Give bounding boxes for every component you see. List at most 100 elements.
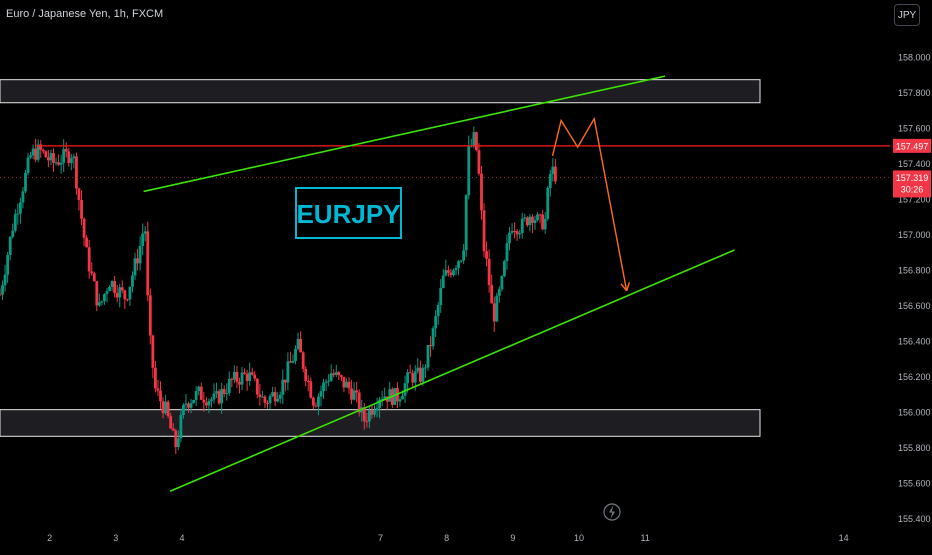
candle-body bbox=[518, 233, 522, 235]
x-tick-label: 10 bbox=[574, 533, 584, 543]
currency-button[interactable]: JPY bbox=[894, 4, 920, 26]
y-tick-label: 155.800 bbox=[898, 443, 931, 453]
candle-body bbox=[62, 148, 66, 163]
candle-body bbox=[553, 166, 557, 182]
candle-body bbox=[258, 394, 262, 398]
candle-body bbox=[314, 405, 318, 407]
candle-body bbox=[286, 361, 290, 383]
candle-body bbox=[446, 270, 450, 273]
candle-body bbox=[156, 388, 160, 391]
x-tick-label: 9 bbox=[510, 533, 515, 543]
candle-body bbox=[375, 408, 379, 411]
candle-body bbox=[174, 430, 178, 447]
candle-body bbox=[472, 132, 476, 146]
candle-body bbox=[69, 158, 73, 164]
candle-body bbox=[452, 270, 455, 276]
candle-body bbox=[533, 220, 537, 224]
candle-body bbox=[541, 214, 545, 230]
candle-body bbox=[176, 438, 180, 447]
candle-body bbox=[403, 383, 407, 396]
candle-body bbox=[210, 399, 213, 401]
candle-body bbox=[357, 392, 361, 413]
chart-title: EURJPY bbox=[296, 199, 400, 229]
candle-body bbox=[495, 295, 499, 322]
candle-body bbox=[444, 270, 448, 276]
candle-body bbox=[319, 391, 323, 397]
candle-body bbox=[184, 403, 188, 406]
candle-body bbox=[510, 230, 514, 233]
candle-body bbox=[482, 210, 486, 252]
candle-body bbox=[194, 390, 198, 400]
candle-body bbox=[49, 153, 53, 161]
upper-channel bbox=[143, 75, 666, 193]
candle-body bbox=[31, 148, 35, 156]
candle-body bbox=[380, 398, 384, 400]
y-tick-label: 156.800 bbox=[898, 266, 931, 276]
y-tick-label: 156.000 bbox=[898, 407, 931, 417]
candle-body bbox=[546, 187, 550, 219]
candle-body bbox=[171, 428, 175, 431]
candle-body bbox=[449, 272, 453, 276]
candle-body bbox=[413, 371, 417, 383]
candle-body bbox=[301, 352, 305, 369]
candle-body bbox=[243, 372, 246, 374]
candle-body bbox=[72, 156, 76, 159]
candle-body bbox=[189, 403, 193, 408]
candle-body bbox=[192, 399, 196, 404]
candle-body bbox=[154, 367, 157, 389]
candle-body bbox=[304, 368, 308, 381]
candle-body bbox=[18, 202, 22, 214]
candle-body bbox=[34, 148, 38, 160]
candle-body bbox=[322, 382, 325, 392]
candle-body bbox=[492, 303, 496, 322]
candle-body bbox=[317, 396, 320, 407]
candle-body bbox=[306, 380, 310, 382]
candle-body bbox=[485, 251, 488, 259]
candle-body bbox=[271, 392, 274, 397]
candle-body bbox=[416, 367, 420, 372]
projection-path bbox=[551, 116, 628, 291]
candle-body bbox=[513, 230, 517, 232]
candle-body bbox=[487, 258, 491, 286]
candle-body bbox=[531, 216, 534, 224]
y-tick-label: 155.600 bbox=[898, 478, 931, 488]
y-tick-label: 157.800 bbox=[898, 88, 931, 98]
candle-body bbox=[197, 386, 201, 391]
title-badge-box bbox=[295, 187, 402, 239]
candle-body bbox=[161, 401, 165, 414]
candle-body bbox=[474, 132, 478, 151]
candle-body bbox=[345, 381, 348, 388]
symbol-title: Euro / Japanese Yen, 1h, FXCM bbox=[6, 8, 164, 20]
candle-body bbox=[309, 381, 313, 398]
candle-body bbox=[87, 247, 91, 272]
y-tick-label: 156.400 bbox=[898, 336, 931, 346]
candle-body bbox=[324, 381, 328, 383]
candle-body bbox=[454, 267, 458, 271]
candle-body bbox=[480, 173, 483, 211]
candle-body bbox=[464, 195, 468, 251]
candle-body bbox=[169, 416, 173, 429]
candle-body bbox=[462, 250, 466, 261]
candle-body bbox=[113, 281, 117, 293]
candle-body bbox=[281, 379, 285, 395]
candle-body bbox=[8, 236, 12, 255]
candle-body bbox=[125, 299, 129, 301]
candle-body bbox=[490, 285, 494, 304]
candle-body bbox=[528, 216, 532, 226]
candle-body bbox=[329, 373, 333, 381]
candle-body bbox=[334, 372, 338, 375]
candle-body bbox=[146, 231, 150, 296]
y-tick-label: 156.600 bbox=[898, 301, 931, 311]
candle-body bbox=[179, 415, 183, 439]
lightning-icon bbox=[603, 503, 621, 521]
candle-body bbox=[459, 260, 463, 262]
candle-body bbox=[497, 289, 501, 296]
candle-body bbox=[29, 155, 32, 158]
candle-body bbox=[355, 390, 359, 393]
candle-body bbox=[187, 403, 190, 408]
candle-body bbox=[261, 396, 264, 398]
candle-body bbox=[110, 281, 114, 287]
candle-body bbox=[75, 156, 78, 189]
